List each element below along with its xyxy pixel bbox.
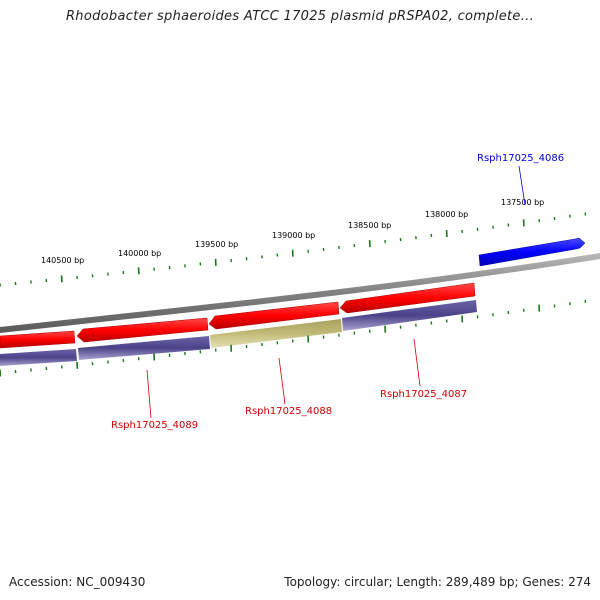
gene-rsph17025-4089-arrow[interactable] [76,317,209,343]
reverse-gene-arrows [0,282,476,349]
cds-rsph17025-4089[interactable] [78,336,210,360]
tick-label: 140000 bp [118,249,161,258]
cds-left-edge[interactable] [0,349,77,366]
gene-left-edge-arrow[interactable] [0,330,76,349]
gene-rsph17025-4086-arrow[interactable] [478,237,586,267]
leader-line-rsph17025-4086 [518,165,526,206]
leader-line-rsph17025-4089 [146,369,152,419]
gene-labels: Rsph17025_4086 Rsph17025_4087 Rsph17025_… [111,153,564,431]
tick-label: 138500 bp [348,221,391,230]
cds-feature-track [0,300,477,366]
tick-label: 139000 bp [272,231,315,240]
accession-label: Accession: NC_009430 [9,575,146,589]
map-title: Rhodobacter sphaeroides ATCC 17025 plasm… [65,9,535,24]
tick-label: 139500 bp [195,240,238,249]
gene-label-rsph17025-4086[interactable]: Rsph17025_4086 [477,153,564,164]
cds-rsph17025-4088[interactable] [210,319,342,348]
tick-label: 140500 bp [41,256,84,265]
gene-rsph17025-4087-arrow[interactable] [339,282,476,314]
tick-label: 137500 bp [501,198,544,207]
gene-label-rsph17025-4087[interactable]: Rsph17025_4087 [380,389,467,400]
inner-tick-ring [0,299,587,377]
genome-summary: Topology: circular; Length: 289,489 bp; … [284,575,591,589]
cds-rsph17025-4087[interactable] [342,300,477,331]
gene-label-rsph17025-4088[interactable]: Rsph17025_4088 [245,406,332,417]
tick-labels: 137500 bp 138000 bp 138500 bp 139000 bp … [41,198,544,265]
leader-lines [146,165,526,419]
outer-tick-ring [0,212,587,287]
leader-line-rsph17025-4087 [413,338,421,387]
plasmid-backbone [0,253,600,333]
gene-rsph17025-4088-arrow[interactable] [208,301,340,330]
gene-label-rsph17025-4089[interactable]: Rsph17025_4089 [111,420,198,431]
leader-line-rsph17025-4088 [278,357,286,405]
tick-label: 138000 bp [425,210,468,219]
